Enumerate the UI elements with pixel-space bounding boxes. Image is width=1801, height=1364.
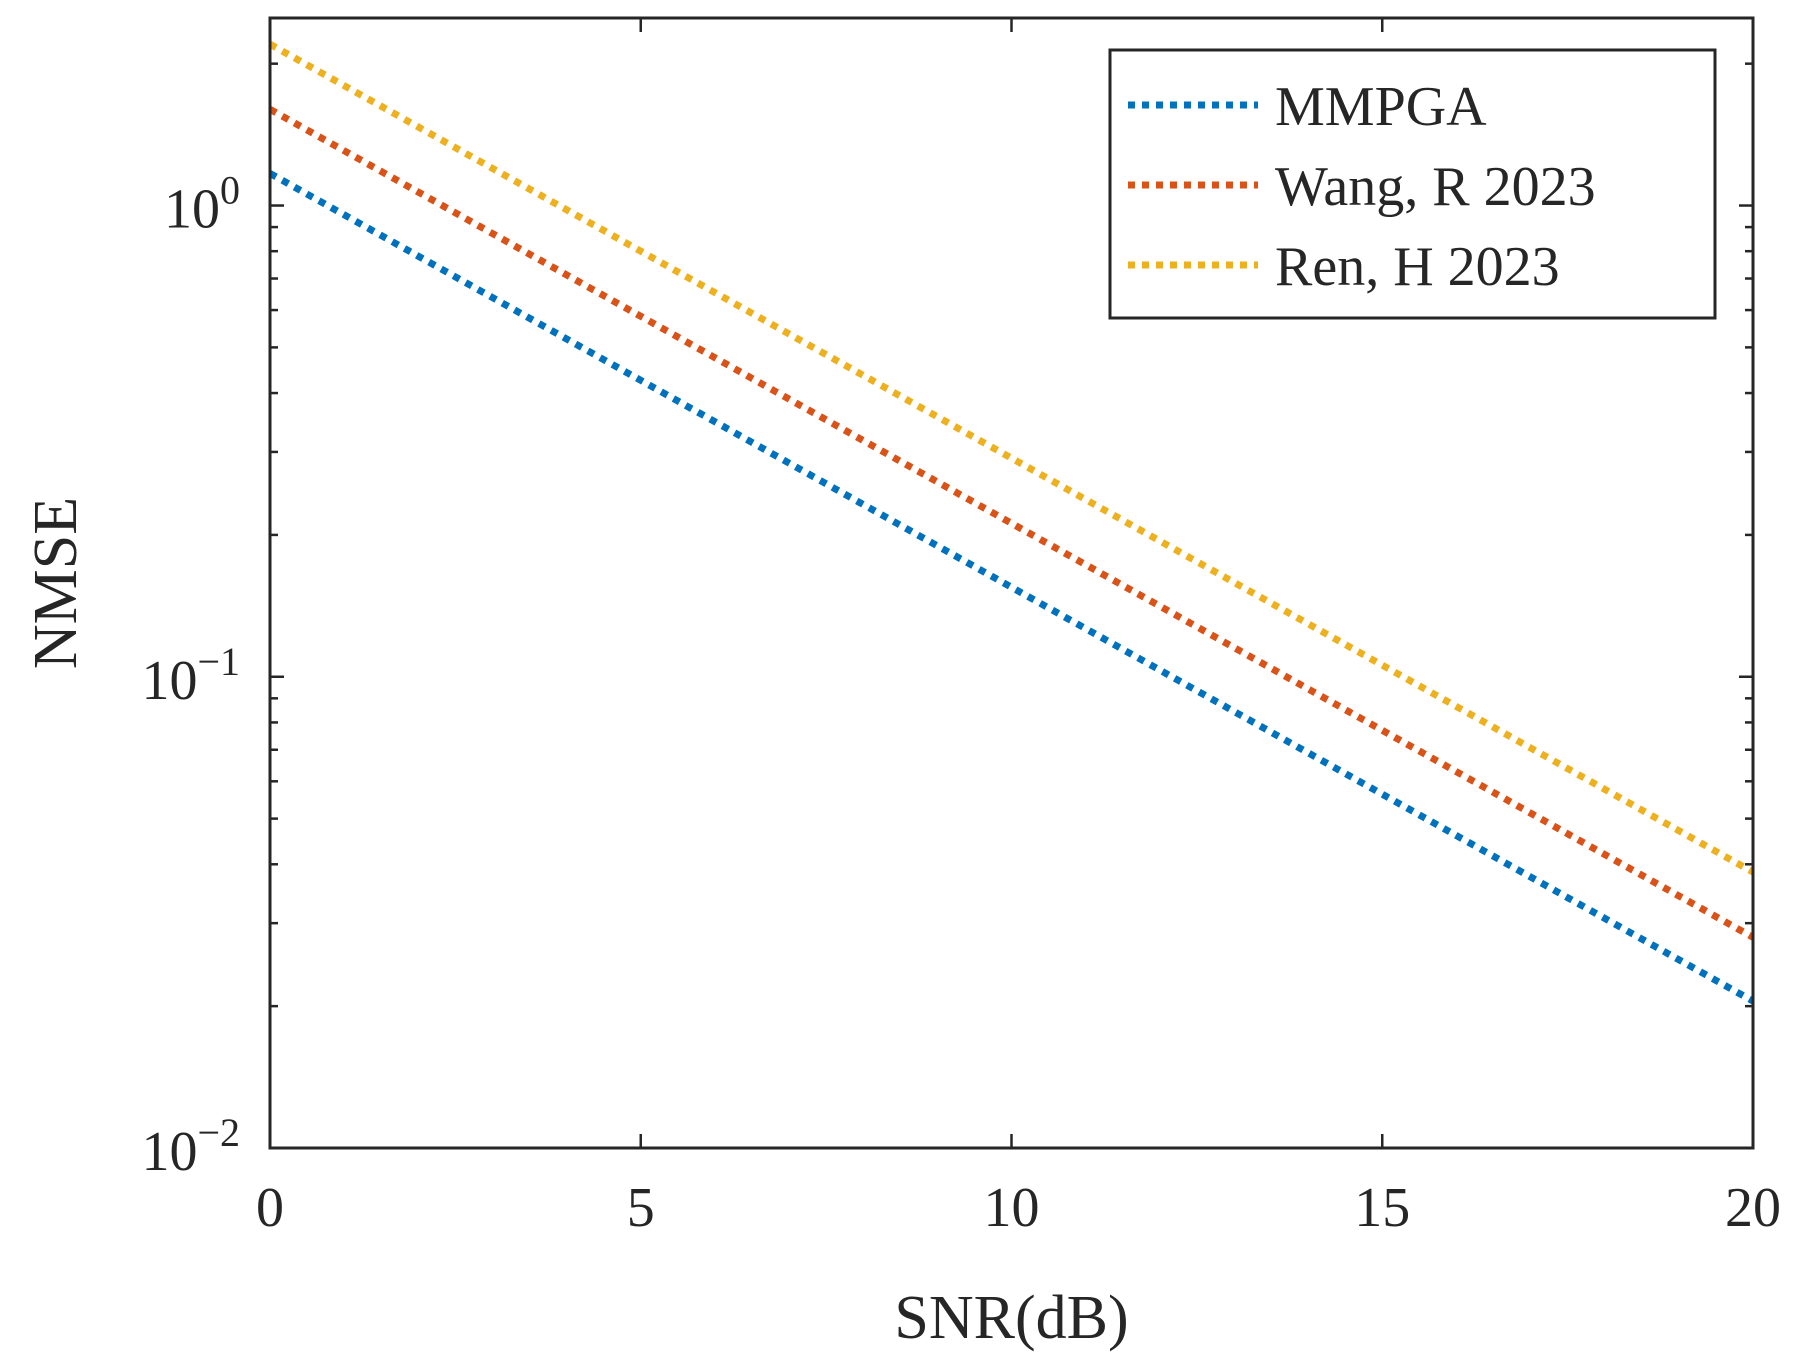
tick-labels: 0 5 10 15 20 10−2 10−1 100 (141, 168, 1781, 1239)
y-tick-label: 10−1 (141, 639, 240, 712)
series-layer (268, 41, 1755, 1005)
y-tick-label: 10−2 (141, 1110, 240, 1183)
x-tick-label: 10 (984, 1177, 1040, 1239)
legend-item: Wang, R 2023 (1128, 156, 1596, 218)
plot-frame (268, 16, 1755, 1150)
legend: MMPGA Wang, R 2023 Ren, H 2023 (1108, 48, 1717, 320)
legend-label-ren: Ren, H 2023 (1275, 236, 1560, 298)
x-tick-label: 5 (627, 1177, 655, 1239)
y-tick-label: 100 (164, 168, 240, 241)
legend-label-mmpga: MMPGA (1275, 76, 1487, 138)
y-axis-label: NMSE (22, 497, 90, 669)
legend-box (1108, 48, 1717, 320)
legend-label-wang: Wang, R 2023 (1275, 156, 1596, 218)
x-tick-label: 0 (256, 1177, 284, 1239)
x-axis-label: SNR(dB) (894, 1284, 1128, 1352)
x-tick-label: 20 (1725, 1177, 1781, 1239)
series-line-wang-r-2023 (268, 106, 1755, 941)
series-line-ren-h-2023 (268, 41, 1755, 876)
series-line-mmpga (268, 170, 1755, 1005)
legend-item: MMPGA (1128, 76, 1487, 138)
legend-item: Ren, H 2023 (1128, 236, 1560, 298)
x-tick-label: 15 (1354, 1177, 1410, 1239)
